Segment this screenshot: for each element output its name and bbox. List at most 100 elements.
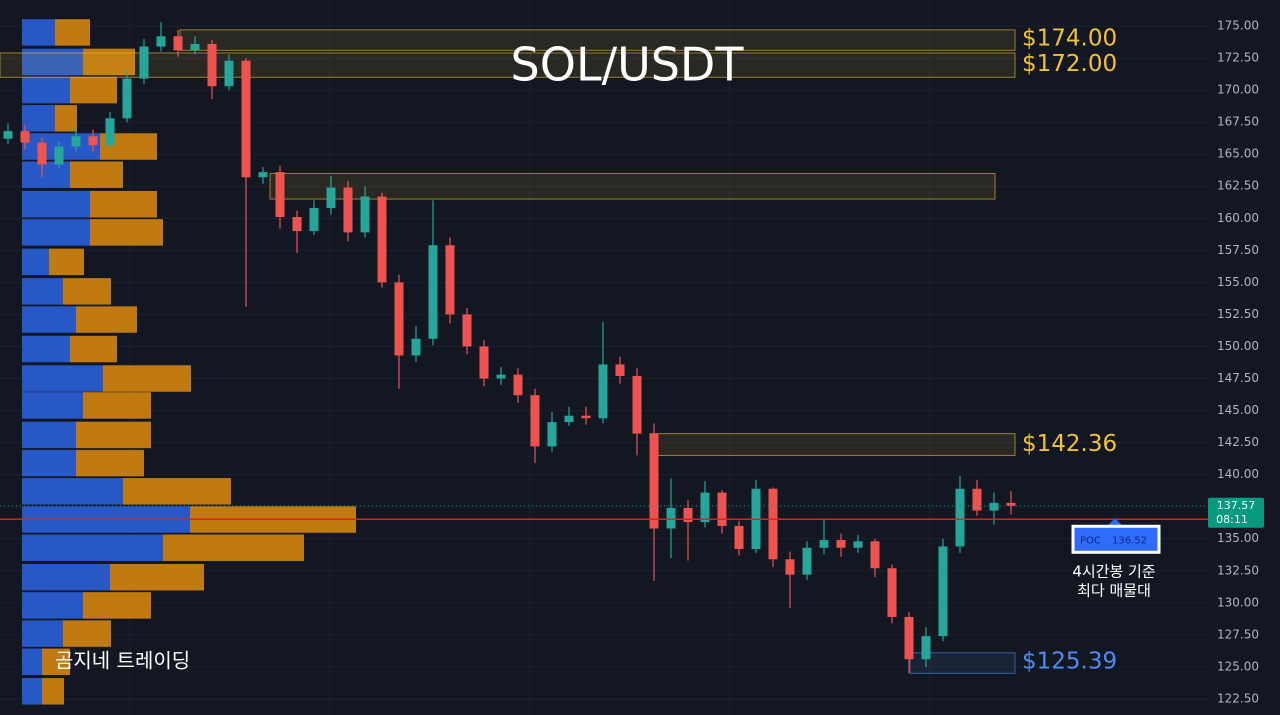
candle-body [870, 541, 880, 569]
candle-body [530, 395, 540, 447]
vp-sell [70, 76, 117, 104]
y-tick-label: 142.50 [1217, 435, 1259, 449]
y-tick-label: 145.00 [1217, 403, 1259, 417]
vp-buy [22, 648, 42, 676]
vp-buy [22, 620, 63, 647]
vp-sell [63, 278, 111, 305]
candle-body [156, 36, 166, 47]
y-tick-label: 160.00 [1217, 211, 1259, 225]
candle-body [326, 187, 336, 209]
candle-body [105, 118, 115, 146]
vp-buy [22, 19, 55, 46]
candle-body [445, 245, 455, 315]
vp-buy [22, 365, 103, 392]
y-tick-label: 172.50 [1217, 51, 1259, 65]
y-tick-label: 150.00 [1217, 339, 1259, 353]
candle-body [343, 187, 353, 233]
vp-sell [103, 365, 191, 392]
price-axis: 122.50 125.00 127.50 130.00 132.50 135.00 137.… [1217, 19, 1259, 706]
vp-buy [22, 534, 163, 561]
vp-buy [22, 306, 76, 333]
candle-body [938, 546, 948, 637]
y-tick-label: 175.00 [1217, 19, 1259, 33]
y-tick-label: 135.00 [1217, 531, 1259, 545]
candle-body [71, 136, 81, 147]
y-tick-label: 140.00 [1217, 467, 1259, 481]
candle-body [479, 346, 489, 379]
vp-buy [22, 335, 70, 363]
poc-box [1071, 524, 1161, 554]
candle-body [513, 374, 523, 396]
vp-sell [55, 19, 90, 46]
candle-body [139, 46, 149, 79]
vp-buy [22, 161, 70, 188]
zone-label: $172.00 [1022, 51, 1117, 77]
candle-body [547, 422, 557, 447]
vp-sell [83, 592, 151, 619]
vp-buy [22, 592, 83, 619]
candle-body [785, 559, 795, 575]
volume-profile [22, 19, 356, 705]
vp-sell [42, 678, 64, 705]
y-tick-label: 130.00 [1217, 595, 1259, 609]
vp-buy [22, 449, 76, 477]
countdown-label: 08:11 [1216, 513, 1248, 526]
zone-box [0, 52, 1016, 78]
chart-title: SOL/USDT [511, 38, 745, 92]
candle-body [683, 507, 693, 523]
candle-body [292, 217, 302, 232]
zone-box [269, 172, 996, 200]
zone-label: $125.39 [1022, 648, 1117, 674]
vp-buy [22, 563, 110, 591]
candle-body [258, 172, 268, 178]
zone-box [909, 652, 1016, 674]
vp-buy [22, 105, 55, 132]
last-price-box [1208, 497, 1264, 528]
zone-label: $174.00 [1022, 25, 1117, 51]
vp-buy [22, 248, 49, 276]
y-tick-label: 122.50 [1217, 691, 1259, 705]
vp-buy [22, 392, 83, 419]
y-tick-label: 162.50 [1217, 179, 1259, 193]
candle-body [54, 146, 64, 165]
y-tick-label: 167.50 [1217, 115, 1259, 129]
candle-body [122, 78, 132, 119]
candle-body [819, 540, 829, 548]
candle-body [836, 540, 846, 548]
zones: $174.00$172.00 $142.36 $125.39 [0, 25, 1117, 674]
poc-pointer [1108, 518, 1122, 526]
vp-sell [76, 306, 137, 333]
candle-body [377, 196, 387, 283]
poc-value: 136.52 [1112, 535, 1147, 546]
candle-body [581, 415, 591, 419]
vp-sell [110, 563, 204, 591]
annotation: 최다 매물대 [1077, 582, 1151, 600]
candle-body [989, 502, 999, 511]
candle-body [3, 131, 13, 139]
vp-sell [70, 161, 123, 188]
candle-body [564, 415, 574, 423]
y-tick-label: 132.50 [1217, 563, 1259, 577]
vp-buy [22, 76, 70, 104]
candle-body [853, 541, 863, 548]
candle-body [921, 636, 931, 660]
candle-body [649, 433, 659, 529]
vp-sell [76, 449, 144, 477]
vp-sell [63, 620, 111, 647]
candle-body [88, 136, 98, 146]
y-tick-label: 165.00 [1217, 147, 1259, 161]
candle-body [632, 375, 642, 434]
candle-body [666, 507, 676, 529]
vp-buy [22, 421, 76, 449]
vp-buy [22, 278, 63, 305]
watermark: 곰지네 트레이딩 [55, 649, 190, 673]
candle-body [955, 488, 965, 547]
candle-body [411, 338, 421, 356]
candle-body [309, 208, 319, 232]
vp-sell [49, 248, 84, 276]
vp-sell [76, 421, 151, 449]
vp-buy [22, 219, 90, 246]
candle-body [887, 568, 897, 617]
